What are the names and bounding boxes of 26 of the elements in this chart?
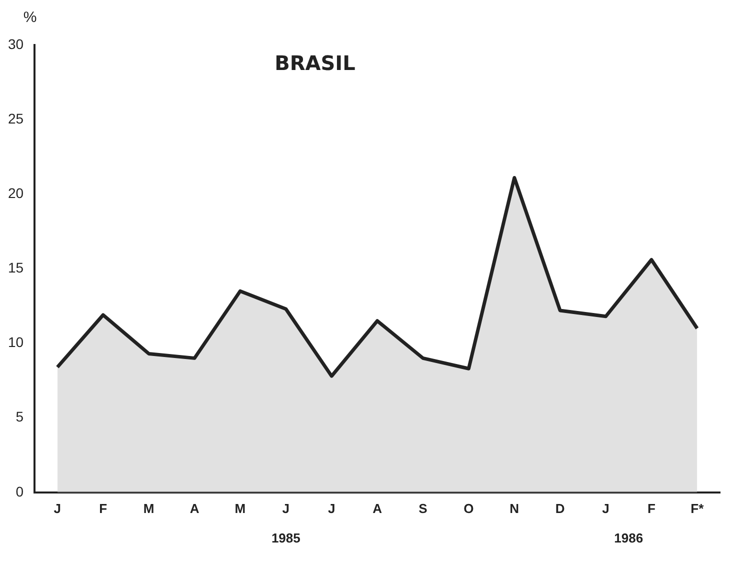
x-tick-label: O (464, 500, 474, 516)
x-tick-label: J (282, 500, 290, 516)
x-tick-label: M (143, 500, 154, 516)
x-tick-label: M (234, 500, 246, 516)
x-tick-label: S (418, 500, 428, 516)
y-axis-title: % (23, 9, 37, 26)
y-tick-label: 20 (8, 184, 24, 201)
text: 1986 (614, 530, 644, 546)
y-tick-label: 5 (16, 408, 24, 425)
text: 1985 (271, 530, 300, 546)
x-tick-label: J (328, 500, 336, 516)
x-tick-label: A (372, 500, 383, 516)
y-tick-label: 30 (8, 36, 24, 52)
x-tick-label: F* (690, 500, 705, 516)
x-tick-label: A (190, 500, 200, 516)
y-tick-label: 10 (8, 334, 24, 350)
y-tick-label: 25 (8, 110, 24, 126)
x-tick-label: J (602, 500, 610, 516)
y-tick-label: 15 (8, 260, 24, 276)
chart-title: BRASIL (274, 51, 356, 75)
x-tick-label: D (555, 500, 565, 516)
x-tick-label: F (647, 500, 656, 516)
x-tick-label: J (54, 500, 62, 516)
x-tick-label: N (510, 500, 520, 516)
x-tick-label: F (99, 500, 108, 516)
y-tick-label: 0 (16, 483, 24, 500)
